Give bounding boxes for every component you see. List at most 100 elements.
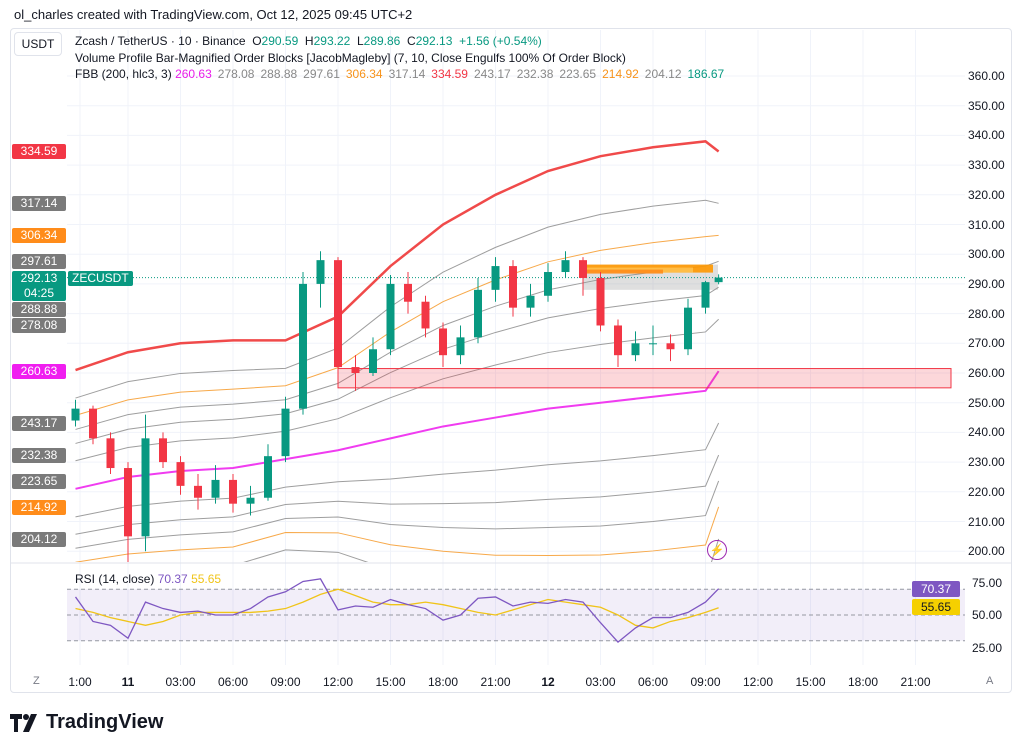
candle-body [124, 468, 132, 537]
candle-body [649, 343, 657, 345]
indicator-legend-order-blocks[interactable]: Volume Profile Bar-Magnified Order Block… [75, 51, 626, 65]
rsi-axis-75: 75.00 [972, 576, 1003, 590]
price-axis-label: 310.00 [968, 217, 1005, 232]
time-axis-label: 11 [121, 675, 135, 689]
price-axis-label: 300.00 [968, 247, 1005, 262]
fbb-value: 317.14 [388, 67, 426, 81]
main-pane [67, 140, 965, 562]
candle-body [229, 479, 237, 504]
high-value: 293.22 [313, 34, 351, 48]
brand-name: TradingView [46, 711, 164, 733]
symbol-legend[interactable]: Zcash / TetherUS · 10 · Binance O290.59 … [75, 34, 542, 48]
price-tag: 243.17 [12, 415, 66, 431]
candle-body [246, 497, 255, 504]
fbb-label: FBB (200, hlc3, 3) [75, 67, 172, 81]
rsi-ma-tag: 55.65 [912, 599, 960, 615]
candle-body [106, 438, 115, 469]
rsi-value-tag: 70.37 [912, 581, 960, 597]
candle-body [351, 367, 360, 373]
time-axis-label: 15:00 [375, 675, 406, 689]
open-label: O [252, 34, 262, 48]
price-tag: 297.61 [12, 254, 66, 270]
tradingview-logo-icon [10, 713, 37, 732]
candle-body [141, 438, 150, 537]
candle-body [369, 349, 377, 373]
rsi-label: RSI (14, close) [75, 572, 155, 586]
candle-body [509, 266, 517, 308]
currency-button[interactable]: USDT [14, 32, 62, 56]
candle-body [614, 325, 622, 356]
rsi-ma-value: 55.65 [191, 572, 222, 586]
price-tag: 223.65 [12, 473, 66, 489]
candle-body [714, 277, 723, 283]
candle-body [456, 337, 465, 356]
last-price-value: 292.13 [20, 271, 58, 285]
close-value: 292.13 [415, 34, 453, 48]
fbb-band-upper-1 [75, 140, 720, 372]
time-axis-label: 12:00 [322, 675, 354, 689]
time-axis-label: 21:00 [900, 675, 931, 689]
low-value: 289.86 [363, 34, 401, 48]
fbb-value: 260.63 [175, 67, 212, 81]
fbb-band-upper-0.764 [75, 199, 719, 399]
credit-line: ol_charles created with TradingView.com,… [14, 7, 413, 22]
price-axis-label: 350.00 [968, 98, 1005, 113]
price-axis-label: 220.00 [968, 484, 1005, 499]
fbb-band-lower-0.236 [75, 422, 720, 518]
time-axis-label: 1:00 [68, 675, 92, 689]
grid [67, 30, 965, 665]
candle-body [491, 266, 500, 290]
change-value: +1.56 (+0.54%) [459, 34, 542, 48]
fbb-value: 288.88 [260, 67, 298, 81]
time-axis-label: 09:00 [690, 675, 721, 689]
candle-body [264, 456, 272, 498]
price-tag: 214.92 [12, 499, 66, 515]
candle-body [579, 260, 587, 278]
fbb-band-upper-0.618 [75, 234, 719, 416]
close-label: C [407, 34, 416, 48]
time-axis-label: 03:00 [585, 675, 616, 689]
candle-body [211, 479, 220, 498]
time-axis-label: 06:00 [217, 675, 249, 689]
price-tag: 278.08 [12, 318, 66, 333]
rsi-line [74, 578, 720, 643]
candle-body [299, 283, 307, 409]
chart-frame [10, 28, 1012, 693]
price-tag: 288.88 [12, 302, 66, 317]
low-label: L [356, 34, 364, 48]
price-axis-label: 330.00 [968, 158, 1005, 173]
lightning-alert-icon[interactable]: ⚡ [707, 540, 727, 560]
candle-body [334, 260, 342, 368]
indicator-legend-fbb[interactable]: FBB (200, hlc3, 3) 260.63 278.08 288.88 297… [75, 67, 730, 81]
candle-body [71, 408, 80, 421]
time-axis-label: 12:00 [742, 675, 774, 689]
price-axis-label: 360.00 [968, 69, 1005, 83]
volume-profile-bar [583, 269, 663, 274]
candle-body [386, 283, 395, 350]
fbb-value: 243.17 [473, 67, 511, 81]
candle-body [684, 307, 692, 350]
fbb-value: 214.92 [602, 67, 639, 81]
fbb-value: 204.12 [644, 67, 682, 81]
fbb-value: 297.61 [303, 67, 340, 81]
symbol-price-tag: ZECUSDT [68, 271, 133, 286]
time-axis-label: 09:00 [270, 675, 301, 689]
auto-scale-a-button[interactable]: A [986, 675, 994, 687]
last-price-tag: 292.13 04:25 [12, 271, 66, 301]
candle-body [561, 260, 570, 273]
price-tag: 306.34 [12, 228, 66, 244]
time-axis-label: 15:00 [795, 675, 826, 689]
price-axis-label: 270.00 [968, 336, 1005, 351]
symbol-name: Zcash / TetherUS · 10 · Binance [75, 34, 246, 48]
open-value: 290.59 [261, 34, 299, 48]
candle-body [596, 277, 605, 326]
candle-body [526, 295, 535, 308]
rsi-legend[interactable]: RSI (14, close) 70.37 55.65 [75, 572, 221, 586]
rsi-axis-50: 50.00 [972, 608, 1003, 622]
fbb-band-lower-0.618 [75, 506, 720, 562]
fbb-band-lower-0.5 [75, 480, 720, 549]
auto-scale-z-button[interactable]: Z [33, 675, 40, 687]
time-axis-label: 03:00 [165, 675, 196, 689]
